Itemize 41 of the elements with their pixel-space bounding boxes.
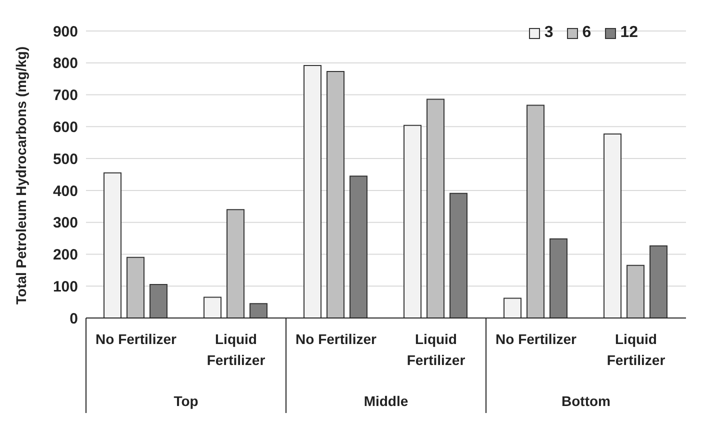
bar xyxy=(450,192,468,318)
y-tick-label: 700 xyxy=(52,87,78,104)
x-tick-label: No Fertilizer xyxy=(496,331,577,347)
bar xyxy=(250,303,268,318)
bar xyxy=(626,264,644,318)
legend-label: 12 xyxy=(620,24,638,42)
bar xyxy=(350,176,368,318)
y-tick-label: 600 xyxy=(52,118,78,136)
bar xyxy=(204,296,222,318)
x-tick-label: No Fertilizer xyxy=(296,331,377,347)
y-tick-label: 100 xyxy=(52,278,78,296)
y-tick-label: 300 xyxy=(52,214,78,232)
bar xyxy=(404,124,422,318)
y-tick-label: 400 xyxy=(52,182,78,200)
text: Top xyxy=(174,393,198,409)
bar xyxy=(426,98,444,318)
bar xyxy=(604,134,622,318)
bar xyxy=(104,172,122,318)
y-tick-label: 500 xyxy=(52,150,78,168)
x-tick-label: Liquid Fertilizer xyxy=(406,331,466,368)
bar xyxy=(650,245,668,318)
bar xyxy=(526,104,544,318)
legend-label: 6 xyxy=(582,24,592,42)
y-tick-label: 800 xyxy=(52,55,78,72)
y-tick-label: 200 xyxy=(52,246,78,264)
text: Bottom xyxy=(562,393,610,409)
legend-label: 3 xyxy=(544,24,554,42)
bar xyxy=(150,284,168,318)
y-tick-label: 0 xyxy=(70,310,78,328)
text: Middle xyxy=(364,393,408,409)
bar xyxy=(550,238,568,318)
bar xyxy=(326,71,344,318)
x-tick-label: No Fertilizer xyxy=(96,331,177,347)
x-tick-label: Liquid Fertilizer xyxy=(606,331,666,368)
x-tick-label: Liquid Fertilizer xyxy=(206,331,266,368)
y-tick-label: 900 xyxy=(52,23,78,40)
y-axis-title: Total Petroleum Hydrocarbons (mg/kg) xyxy=(12,46,29,304)
bar xyxy=(504,298,522,318)
bar xyxy=(226,209,244,318)
bar xyxy=(304,64,322,318)
bar xyxy=(126,256,144,318)
